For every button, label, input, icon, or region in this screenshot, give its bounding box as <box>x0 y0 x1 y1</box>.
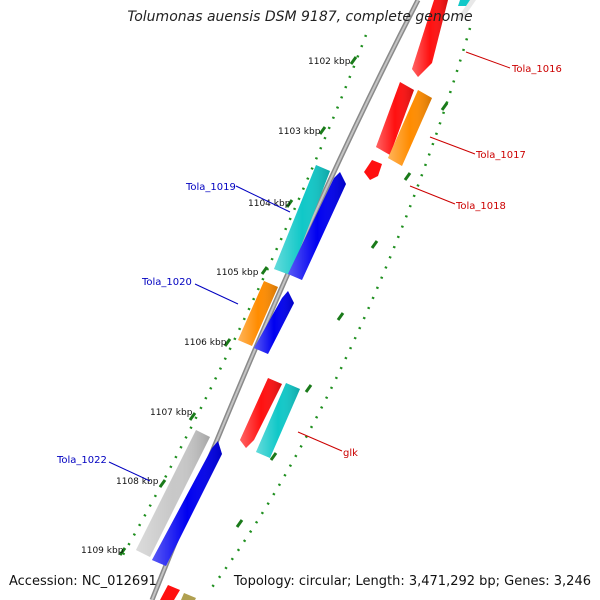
gene-glk-left[interactable] <box>240 378 282 448</box>
kbp-label: 1106 kbp <box>184 338 227 348</box>
gene-Tola_1019[interactable] <box>274 165 330 275</box>
gene-Tola_1018[interactable] <box>364 160 382 180</box>
kbp-label: 1104 kbp <box>248 199 291 209</box>
map-title: Tolumonas auensis DSM 9187, complete gen… <box>127 9 473 25</box>
gene-Tola_1017-left[interactable] <box>376 82 414 155</box>
gene-label-Tola_1020[interactable]: Tola_1020 <box>141 277 192 288</box>
major-ticks <box>118 56 449 556</box>
gene-label-glk[interactable]: glk <box>343 448 358 459</box>
kbp-label: 1103 kbp <box>278 127 321 137</box>
gene-label-Tola_1019[interactable]: Tola_1019 <box>185 182 236 193</box>
topology-text: Topology: circular; Length: 3,471,292 bp… <box>233 574 591 589</box>
gene-bottom-olive[interactable] <box>181 593 196 600</box>
gene-glk[interactable] <box>256 383 300 458</box>
gene-Tola_1022-blue[interactable] <box>152 441 222 566</box>
gene-Tola_1020-blue[interactable] <box>254 291 294 354</box>
genome-backbone-top-fade <box>456 0 476 20</box>
kbp-label: 1107 kbp <box>150 408 193 418</box>
gene-Tola_1020[interactable] <box>238 281 278 346</box>
leader-lines <box>108 51 511 482</box>
gene-label-Tola_1016[interactable]: Tola_1016 <box>511 64 562 75</box>
gene-label-Tola_1018[interactable]: Tola_1018 <box>455 201 506 212</box>
gene-Tola_1019-blue[interactable] <box>288 172 346 280</box>
gene-label-Tola_1022[interactable]: Tola_1022 <box>56 455 107 466</box>
gene-bottom-red[interactable] <box>160 585 180 600</box>
gene-label-Tola_1017[interactable]: Tola_1017 <box>475 150 526 161</box>
gene-Tola_1022[interactable] <box>136 430 210 557</box>
kbp-label: 1109 kbp <box>81 546 124 556</box>
kbp-labels: 1102 kbp 1103 kbp 1104 kbp 1105 kbp 1106… <box>81 57 351 556</box>
gene-labels: Tola_1016 Tola_1017 Tola_1018 Tola_1019 … <box>56 64 562 466</box>
gene-Tola_1016[interactable] <box>412 0 470 77</box>
gene-Tola_1017[interactable] <box>388 90 432 166</box>
kbp-label: 1108 kbp <box>116 477 159 487</box>
kbp-label: 1102 kbp <box>308 57 351 67</box>
accession-text: Accession: NC_012691 <box>9 574 157 589</box>
kbp-label: 1105 kbp <box>216 268 259 278</box>
